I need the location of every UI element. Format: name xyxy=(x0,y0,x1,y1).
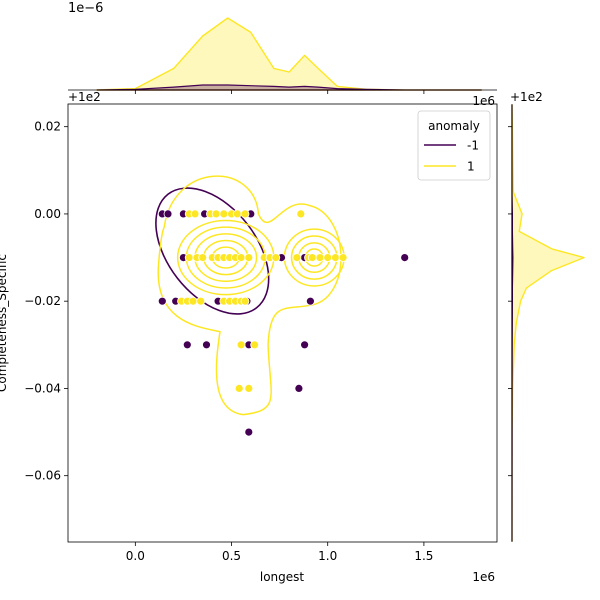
right-marginal-density-1 xyxy=(511,104,585,542)
point-anomaly-1 xyxy=(244,383,254,393)
kde-contour-neg1 xyxy=(155,187,270,315)
point-anomaly-neg1 xyxy=(202,340,211,350)
x-offset-label: 1e6 xyxy=(472,570,495,584)
point-anomaly-1 xyxy=(338,253,348,263)
y-tick-label: −0.04 xyxy=(24,381,61,395)
top-marginal-density-1 xyxy=(96,17,483,91)
right-marginal: +1e2 xyxy=(508,90,585,542)
y-axis-label: Completeness_Specific xyxy=(0,254,9,392)
y-tick-label: 0.00 xyxy=(34,207,61,221)
point-anomaly-1 xyxy=(315,253,325,263)
point-anomaly-1 xyxy=(292,253,302,263)
point-anomaly-neg1 xyxy=(305,296,315,306)
point-anomaly-neg1 xyxy=(163,209,173,219)
point-anomaly-1 xyxy=(190,209,200,219)
point-anomaly-1 xyxy=(219,209,229,219)
point-anomaly-neg1 xyxy=(244,427,254,437)
x-axis-label: longest xyxy=(260,570,305,584)
point-anomaly-1 xyxy=(323,253,333,263)
legend-label-1: 1 xyxy=(467,160,475,174)
point-anomaly-neg1 xyxy=(157,296,167,306)
point-anomaly-1 xyxy=(296,209,306,219)
top-marginal: 1e−6 xyxy=(68,1,497,94)
point-anomaly-1 xyxy=(211,209,221,219)
x-scale-label-top: 1e6 xyxy=(472,94,495,108)
top-marginal-scale-label: 1e−6 xyxy=(68,1,103,16)
y-tick-label: 0.02 xyxy=(34,120,61,134)
x-tick-label: 0.0 xyxy=(126,549,145,563)
legend-label-neg1: -1 xyxy=(467,139,479,153)
point-anomaly-1 xyxy=(307,253,317,263)
y-tick-label: −0.06 xyxy=(24,469,61,483)
point-anomaly-1 xyxy=(232,209,242,219)
point-anomaly-neg1 xyxy=(400,253,410,263)
plot-frame xyxy=(67,103,498,543)
point-anomaly-1 xyxy=(234,383,244,393)
point-anomaly-1 xyxy=(236,253,246,263)
x-tick-label: 0.5 xyxy=(222,549,241,563)
point-anomaly-1 xyxy=(188,296,198,306)
point-anomaly-1 xyxy=(244,253,254,263)
point-anomaly-1 xyxy=(236,340,246,350)
point-anomaly-neg1 xyxy=(300,340,310,350)
main-axes: 0.0 0.5 1.0 1.5 0.02 0.00 −0.02 −0.04 −0.06 +1e… xyxy=(0,90,498,584)
y-offset-label: +1e2 xyxy=(68,90,101,104)
right-marginal-offset-label: +1e2 xyxy=(510,90,543,104)
legend-title: anomaly xyxy=(428,119,480,133)
point-anomaly-1 xyxy=(184,253,194,263)
point-anomaly-neg1 xyxy=(182,340,192,350)
point-anomaly-1 xyxy=(330,253,340,263)
point-anomaly-1 xyxy=(240,296,250,306)
x-tick-label: 1.0 xyxy=(318,549,337,563)
point-anomaly-1 xyxy=(271,253,281,263)
point-anomaly-1 xyxy=(240,209,250,219)
x-tick-label: 1.5 xyxy=(414,549,433,563)
legend: anomaly -1 1 xyxy=(417,110,491,181)
kde-contour-1-outer xyxy=(157,175,342,416)
point-anomaly-neg1 xyxy=(294,383,304,393)
point-anomaly-1 xyxy=(196,296,206,306)
point-anomaly-1 xyxy=(198,253,208,263)
y-tick-label: −0.02 xyxy=(24,294,61,308)
point-anomaly-1 xyxy=(250,340,260,350)
